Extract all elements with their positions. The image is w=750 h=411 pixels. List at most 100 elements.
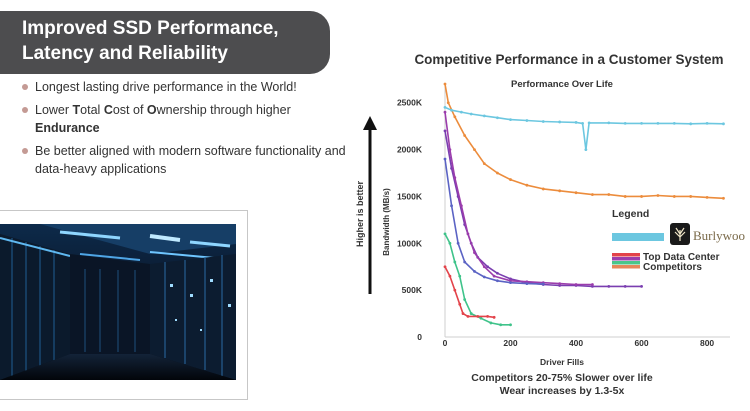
data-center-photo — [0, 224, 236, 380]
series-point — [574, 121, 578, 124]
series-point — [459, 204, 463, 208]
burlywood-series-line — [444, 106, 724, 151]
series-point — [584, 148, 588, 151]
up-arrow-icon — [363, 116, 377, 130]
y-tick-label: 0 — [417, 332, 422, 342]
series-point — [443, 110, 447, 114]
series-point — [558, 120, 562, 124]
series-point — [443, 82, 447, 86]
series-point — [689, 122, 693, 126]
series-point — [453, 115, 457, 119]
series-point — [705, 195, 709, 199]
bullet-dot-icon — [22, 148, 28, 154]
series-point — [453, 260, 457, 264]
bullet-text: Endurance — [35, 121, 100, 135]
series-point — [482, 275, 486, 279]
x-tick-label: 800 — [700, 338, 714, 348]
series-point — [607, 193, 611, 196]
series-point — [473, 270, 476, 273]
series-point — [525, 282, 529, 285]
x-axis-label: Driver Fills — [540, 357, 584, 367]
series-point — [541, 120, 545, 123]
series-point — [623, 285, 627, 288]
legend-label-competitors-line-2: Competitors — [643, 262, 702, 273]
bullet-item: Longest lasting drive performance in the… — [20, 78, 355, 96]
series-point — [623, 195, 627, 198]
bullet-text: O — [146, 103, 157, 117]
series-point — [587, 121, 591, 125]
series-point — [705, 121, 709, 125]
series-point — [463, 298, 467, 301]
series-point — [492, 274, 496, 278]
y-tick-label: 1000K — [397, 238, 423, 248]
competitor-series-line — [444, 233, 511, 326]
series-point — [640, 121, 643, 125]
series-point — [466, 232, 470, 236]
series-point — [461, 312, 465, 315]
series-point — [496, 271, 499, 275]
series-point — [443, 106, 447, 109]
series-point — [591, 193, 594, 196]
footnote-line-1: Competitors 20-75% Slower over life — [471, 372, 653, 384]
series-point — [469, 112, 473, 116]
series-point — [496, 171, 499, 175]
series-point — [640, 195, 643, 198]
series-point — [496, 116, 499, 120]
series-point — [607, 121, 611, 125]
series-point — [448, 241, 452, 245]
chart-title: Performance Over Life — [511, 79, 613, 90]
legend-label-burlywood: Burlywood — [693, 228, 745, 243]
series-point — [458, 274, 462, 278]
performance-chart: Higher is better Performance Over Life Ban… — [355, 79, 745, 397]
series-point — [456, 241, 460, 245]
series-point — [443, 232, 447, 236]
series-point — [672, 195, 676, 198]
bullet-list: Longest lasting drive performance in the… — [20, 78, 355, 183]
series-point — [448, 274, 452, 278]
legend-swatch-competitor — [612, 257, 640, 261]
footnote-line-2: Wear increases by 1.3-5x — [500, 385, 625, 397]
series-point — [469, 312, 473, 315]
y-tick-label: 2000K — [397, 145, 423, 155]
series-point — [450, 108, 453, 112]
y-tick-label: 2500K — [397, 98, 423, 108]
series-point — [486, 314, 489, 318]
x-tick-label: 0 — [443, 338, 448, 348]
bullet-text: otal — [80, 103, 104, 117]
bullet-text: wnership through higher — [156, 103, 291, 117]
series-point — [459, 110, 463, 114]
slide-title-line-1: Improved SSD Performance, — [22, 18, 279, 39]
y-axis-label: Bandwidth (MB/s) — [382, 188, 391, 256]
x-tick-label: 400 — [569, 338, 583, 348]
x-tick-label: 600 — [634, 338, 648, 348]
legend-swatch-burlywood — [612, 233, 664, 241]
bullet-text: C — [103, 103, 113, 117]
series-point — [541, 187, 545, 191]
bullet-item: Lower Total Cost of Ownership through hi… — [20, 101, 355, 137]
legend-swatch-competitor — [612, 253, 640, 257]
series-point — [473, 251, 476, 255]
series-point — [489, 321, 493, 325]
y-tick-label: 1500K — [397, 191, 423, 201]
series-point — [450, 204, 453, 208]
slide-title-box: Improved SSD Performance, Latency and Re… — [0, 11, 330, 74]
series-point — [492, 315, 496, 319]
series-point — [453, 288, 457, 292]
series-point — [623, 121, 627, 125]
series-point — [558, 189, 562, 193]
series-point — [448, 148, 452, 151]
series-point — [486, 265, 489, 269]
series-point — [509, 118, 512, 122]
series-point — [509, 323, 512, 327]
series-point — [581, 121, 584, 125]
chart-heading: Competitive Performance in a Customer Sy… — [414, 52, 724, 67]
bullet-text: Longest lasting drive performance in the… — [35, 80, 297, 94]
bullet-dot-icon — [22, 107, 28, 113]
series-point — [473, 148, 476, 151]
legend-swatch-competitor — [612, 265, 640, 269]
series-point — [722, 122, 725, 126]
legend-label-competitors-line-1: Top Data Center — [643, 252, 720, 263]
series-point — [607, 285, 611, 288]
series-point — [446, 101, 450, 105]
series-point — [525, 183, 529, 187]
